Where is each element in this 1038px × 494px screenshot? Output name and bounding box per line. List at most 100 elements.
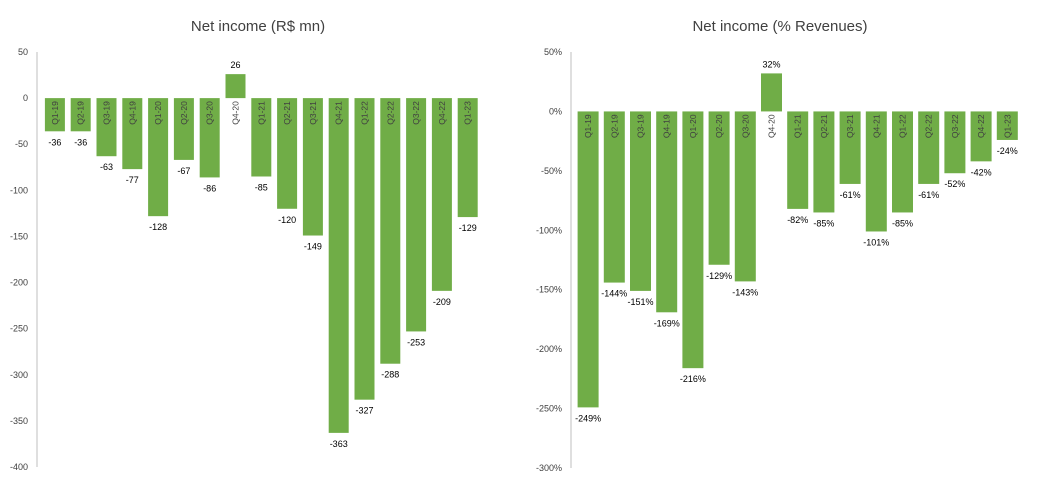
data-label: -169%: [654, 318, 680, 328]
bar: [813, 111, 835, 213]
bar: [225, 74, 246, 99]
y-tick-label: 0%: [549, 106, 562, 116]
data-label: -128: [149, 222, 167, 232]
category-label: Q4-21: [334, 101, 344, 125]
data-label: -144%: [601, 289, 627, 299]
category-label: Q1-21: [793, 114, 803, 138]
bar: [122, 98, 143, 170]
category-label: Q2-21: [819, 114, 829, 138]
bar: [406, 98, 427, 332]
category-label: Q1-21: [256, 101, 266, 125]
category-label: Q1-23: [1002, 114, 1012, 138]
data-label: -85: [255, 183, 268, 193]
data-label: -216%: [680, 374, 706, 384]
bar: [251, 98, 272, 177]
data-label: -42%: [971, 167, 992, 177]
category-label: Q1-22: [360, 101, 370, 125]
y-tick-label: 50: [18, 47, 28, 57]
category-label: Q1-23: [463, 101, 473, 125]
data-labels: -36 -36 -63 -77 -128 -67 -86 26 -85 -120 -149 -363 -…: [48, 60, 476, 449]
bar: [431, 98, 452, 291]
data-labels: -249% -144%-151% -169% -216% -129%-143% 32% -8…: [575, 59, 1018, 423]
bar: [70, 98, 91, 132]
data-label: -36: [48, 137, 61, 147]
data-label: -149: [304, 242, 322, 252]
category-label: Q1-19: [50, 101, 60, 125]
bar: [328, 98, 349, 433]
category-label: Q1-19: [583, 114, 593, 138]
data-label: -129: [459, 223, 477, 233]
y-tick-label: -100: [10, 185, 28, 195]
data-label: 32%: [762, 59, 780, 69]
bar: [761, 73, 782, 112]
category-label: Q4-20: [767, 114, 777, 138]
data-label: -67: [177, 166, 190, 176]
y-tick-label: -50: [15, 139, 28, 149]
data-label: -151%: [627, 297, 653, 307]
bar: [277, 98, 298, 209]
y-tick-label: -300%: [536, 463, 562, 473]
bar: [682, 111, 704, 369]
data-label: -86: [203, 183, 216, 193]
category-label: Q3-22: [950, 114, 960, 138]
category-label: Q2-22: [385, 101, 395, 125]
y-tick-label: -350: [10, 416, 28, 426]
data-label: -101%: [863, 237, 889, 247]
y-tick-label: 0: [23, 93, 28, 103]
data-label: -209: [433, 297, 451, 307]
category-label: Q3-19: [636, 114, 646, 138]
data-label: -129%: [706, 271, 732, 281]
y-tick-label: -50%: [541, 166, 562, 176]
net-income-brl-chart: Net income (R$ mn) 50 0 -50 -100 -150 -200 -25…: [10, 18, 478, 472]
category-label: Q3-21: [845, 114, 855, 138]
category-label: Q2-22: [924, 114, 934, 138]
category-labels: Q1-19 Q2-19 Q3-19 Q4-19 Q1-20 Q2-20 Q3-20 Q4-20…: [583, 114, 1012, 138]
bar: [865, 111, 887, 232]
chart-title: Net income (R$ mn): [191, 18, 325, 35]
category-label: Q4-19: [127, 101, 137, 125]
bar: [603, 111, 625, 283]
y-tick-label: -200: [10, 278, 28, 288]
data-label: -36: [74, 137, 87, 147]
bar: [918, 111, 940, 184]
bars: [577, 73, 1018, 408]
bar: [148, 98, 169, 217]
bar: [173, 98, 194, 160]
category-label: Q4-22: [976, 114, 986, 138]
data-label: -63: [100, 162, 113, 172]
bar: [44, 98, 65, 132]
bar: [787, 111, 809, 209]
y-tick-label: -150: [10, 231, 28, 241]
bars: [44, 74, 478, 433]
data-label: -120: [278, 215, 296, 225]
bar: [656, 111, 678, 313]
bar: [970, 111, 992, 162]
category-label: Q1-22: [898, 114, 908, 138]
data-label: -253: [407, 337, 425, 347]
bar: [944, 111, 966, 174]
bar: [734, 111, 756, 282]
category-label: Q2-20: [179, 101, 189, 125]
category-label: Q2-19: [609, 114, 619, 138]
y-tick-label: -250: [10, 324, 28, 334]
category-label: Q1-20: [688, 114, 698, 138]
bar: [457, 98, 478, 218]
category-label: Q3-21: [308, 101, 318, 125]
data-label: -363: [330, 439, 348, 449]
category-label: Q2-20: [714, 114, 724, 138]
category-label: Q4-22: [437, 101, 447, 125]
y-tick-label: -400: [10, 462, 28, 472]
bar: [302, 98, 323, 236]
y-axis-ticks: 50 0 -50 -100 -150 -200 -250 -300 -350 -400: [10, 47, 38, 472]
category-label: Q3-20: [740, 114, 750, 138]
data-label: -327: [355, 406, 373, 416]
category-label: Q4-21: [871, 114, 881, 138]
data-label: -143%: [732, 287, 758, 297]
bar: [996, 111, 1018, 140]
data-label: -249%: [575, 413, 601, 423]
data-label: -85%: [813, 218, 834, 228]
chart-title: Net income (% Revenues): [692, 18, 867, 35]
net-income-pct-revenues-chart: Net income (% Revenues) 50% 0% -50% -100% -1…: [536, 18, 1018, 473]
data-label: -24%: [997, 146, 1018, 156]
category-label: Q2-19: [76, 101, 86, 125]
